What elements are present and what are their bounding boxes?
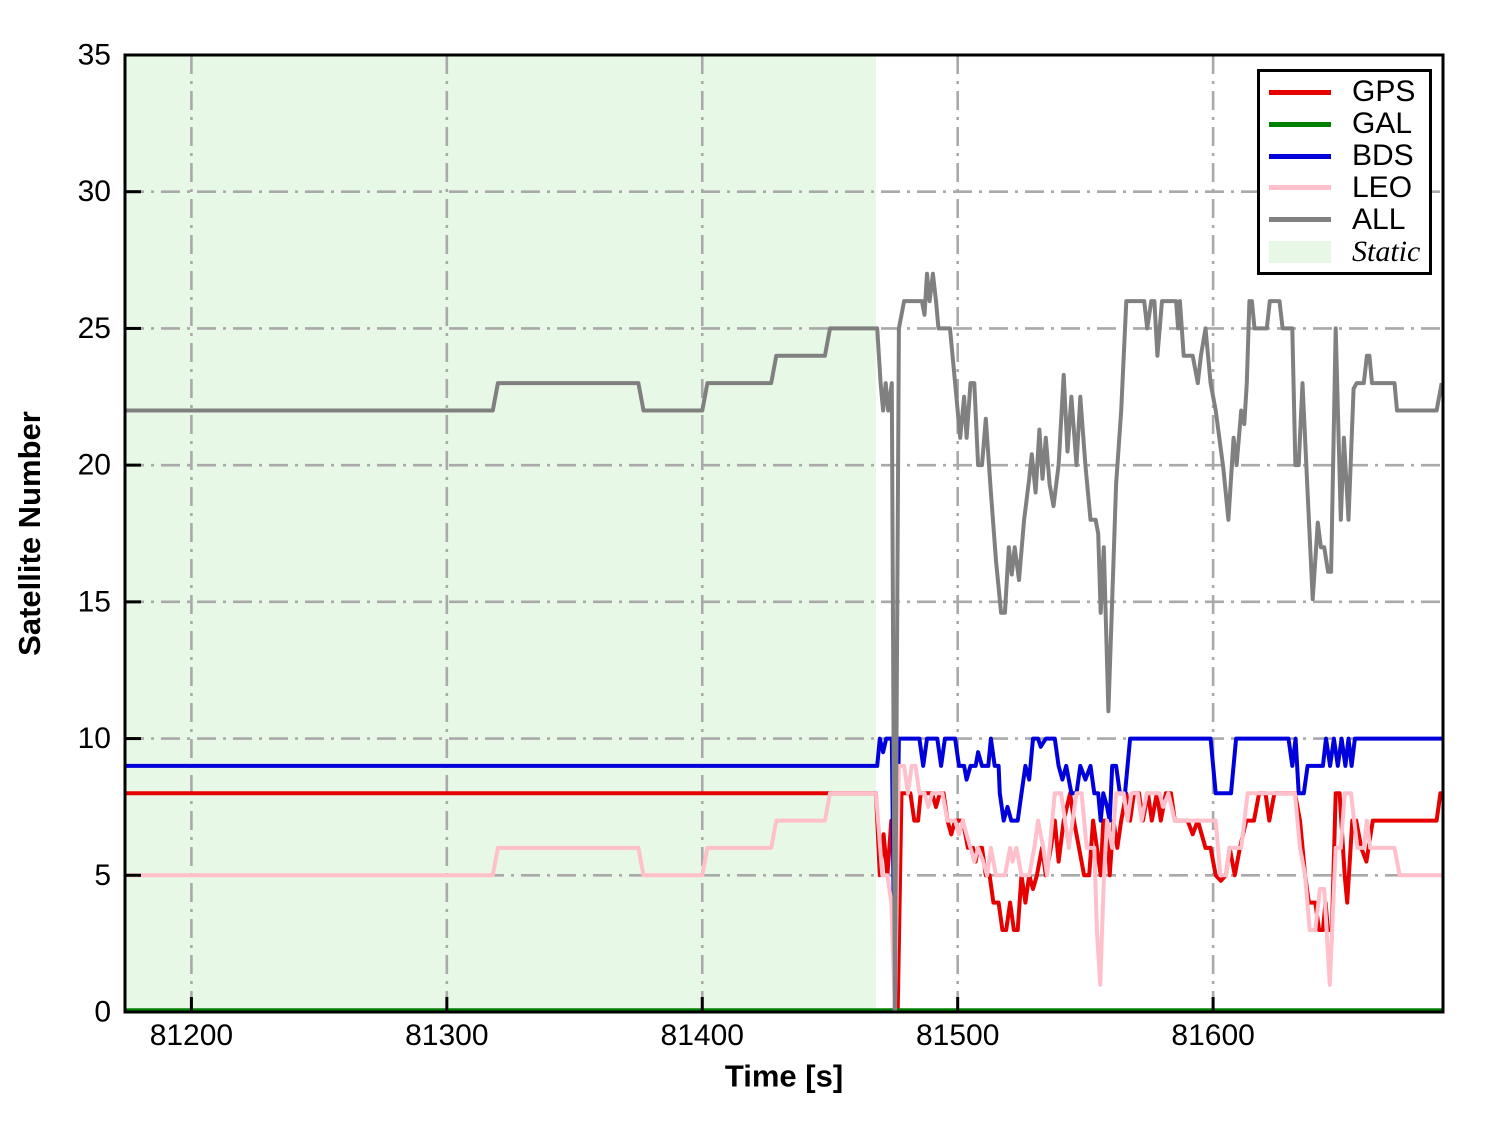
- x-tick-label-81400: 81400: [661, 1019, 744, 1052]
- gal-line-swatch: [1269, 121, 1331, 127]
- y-tick-label-0: 0: [94, 996, 111, 1029]
- y-tick-label-25: 25: [78, 312, 111, 345]
- legend-label-static: Static: [1352, 234, 1421, 268]
- series-all-line: [125, 271, 1443, 1012]
- x-tick-label-81200: 81200: [150, 1019, 233, 1052]
- x-tick-label-81300: 81300: [405, 1019, 488, 1052]
- static-region-shading: [125, 55, 876, 1012]
- y-tick-label-20: 20: [78, 449, 111, 482]
- legend: GPS GAL BDS LEO ALL Static: [1257, 69, 1432, 275]
- static-region-swatch: [1269, 240, 1331, 263]
- legend-label-gal: GAL: [1352, 107, 1413, 141]
- legend-label-all: ALL: [1352, 202, 1406, 236]
- y-axis-title: Satellite Number: [12, 411, 47, 656]
- bds-line-swatch: [1269, 153, 1331, 159]
- leo-line-swatch: [1269, 185, 1331, 191]
- x-tick-label-81500: 81500: [916, 1019, 999, 1052]
- gps-line-swatch: [1269, 89, 1331, 95]
- all-line-swatch: [1269, 217, 1331, 223]
- y-tick-label-15: 15: [78, 585, 111, 618]
- legend-item-all: ALL: [1269, 204, 1429, 235]
- legend-label-gps: GPS: [1352, 75, 1416, 109]
- series-bds-line: [125, 736, 1443, 1012]
- legend-item-leo: LEO: [1269, 172, 1429, 203]
- plot-border: [123, 53, 1445, 1014]
- x-axis-title: Time [s]: [725, 1058, 843, 1093]
- y-tick-label-35: 35: [78, 39, 111, 72]
- x-tick-label-81600: 81600: [1171, 1019, 1254, 1052]
- legend-item-bds: BDS: [1269, 141, 1429, 172]
- legend-item-static: Static: [1269, 236, 1429, 267]
- y-tick-label-5: 5: [94, 859, 111, 892]
- y-tick-label-10: 10: [78, 722, 111, 755]
- y-tick-label-30: 30: [78, 175, 111, 208]
- series-leo-line: [125, 763, 1443, 1012]
- legend-item-gps: GPS: [1269, 77, 1429, 108]
- legend-item-gal: GAL: [1269, 109, 1429, 140]
- legend-label-leo: LEO: [1352, 170, 1413, 204]
- legend-label-bds: BDS: [1352, 139, 1414, 173]
